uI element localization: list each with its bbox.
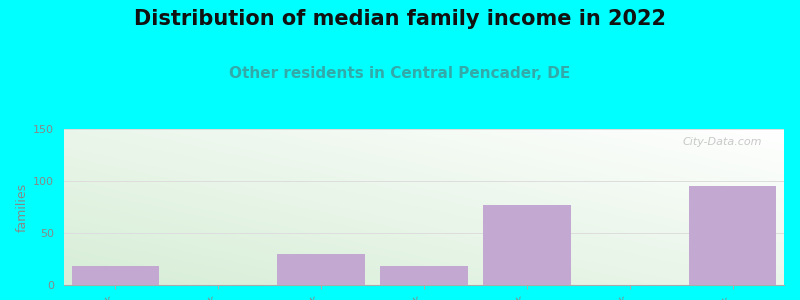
Y-axis label: families: families: [16, 182, 29, 232]
Bar: [278, 254, 365, 285]
Bar: [72, 266, 159, 285]
Bar: [380, 266, 468, 285]
Text: City-Data.com: City-Data.com: [683, 137, 762, 147]
Text: Distribution of median family income in 2022: Distribution of median family income in …: [134, 9, 666, 29]
Bar: [689, 186, 776, 285]
Text: Other residents in Central Pencader, DE: Other residents in Central Pencader, DE: [230, 66, 570, 81]
Bar: [483, 205, 570, 285]
